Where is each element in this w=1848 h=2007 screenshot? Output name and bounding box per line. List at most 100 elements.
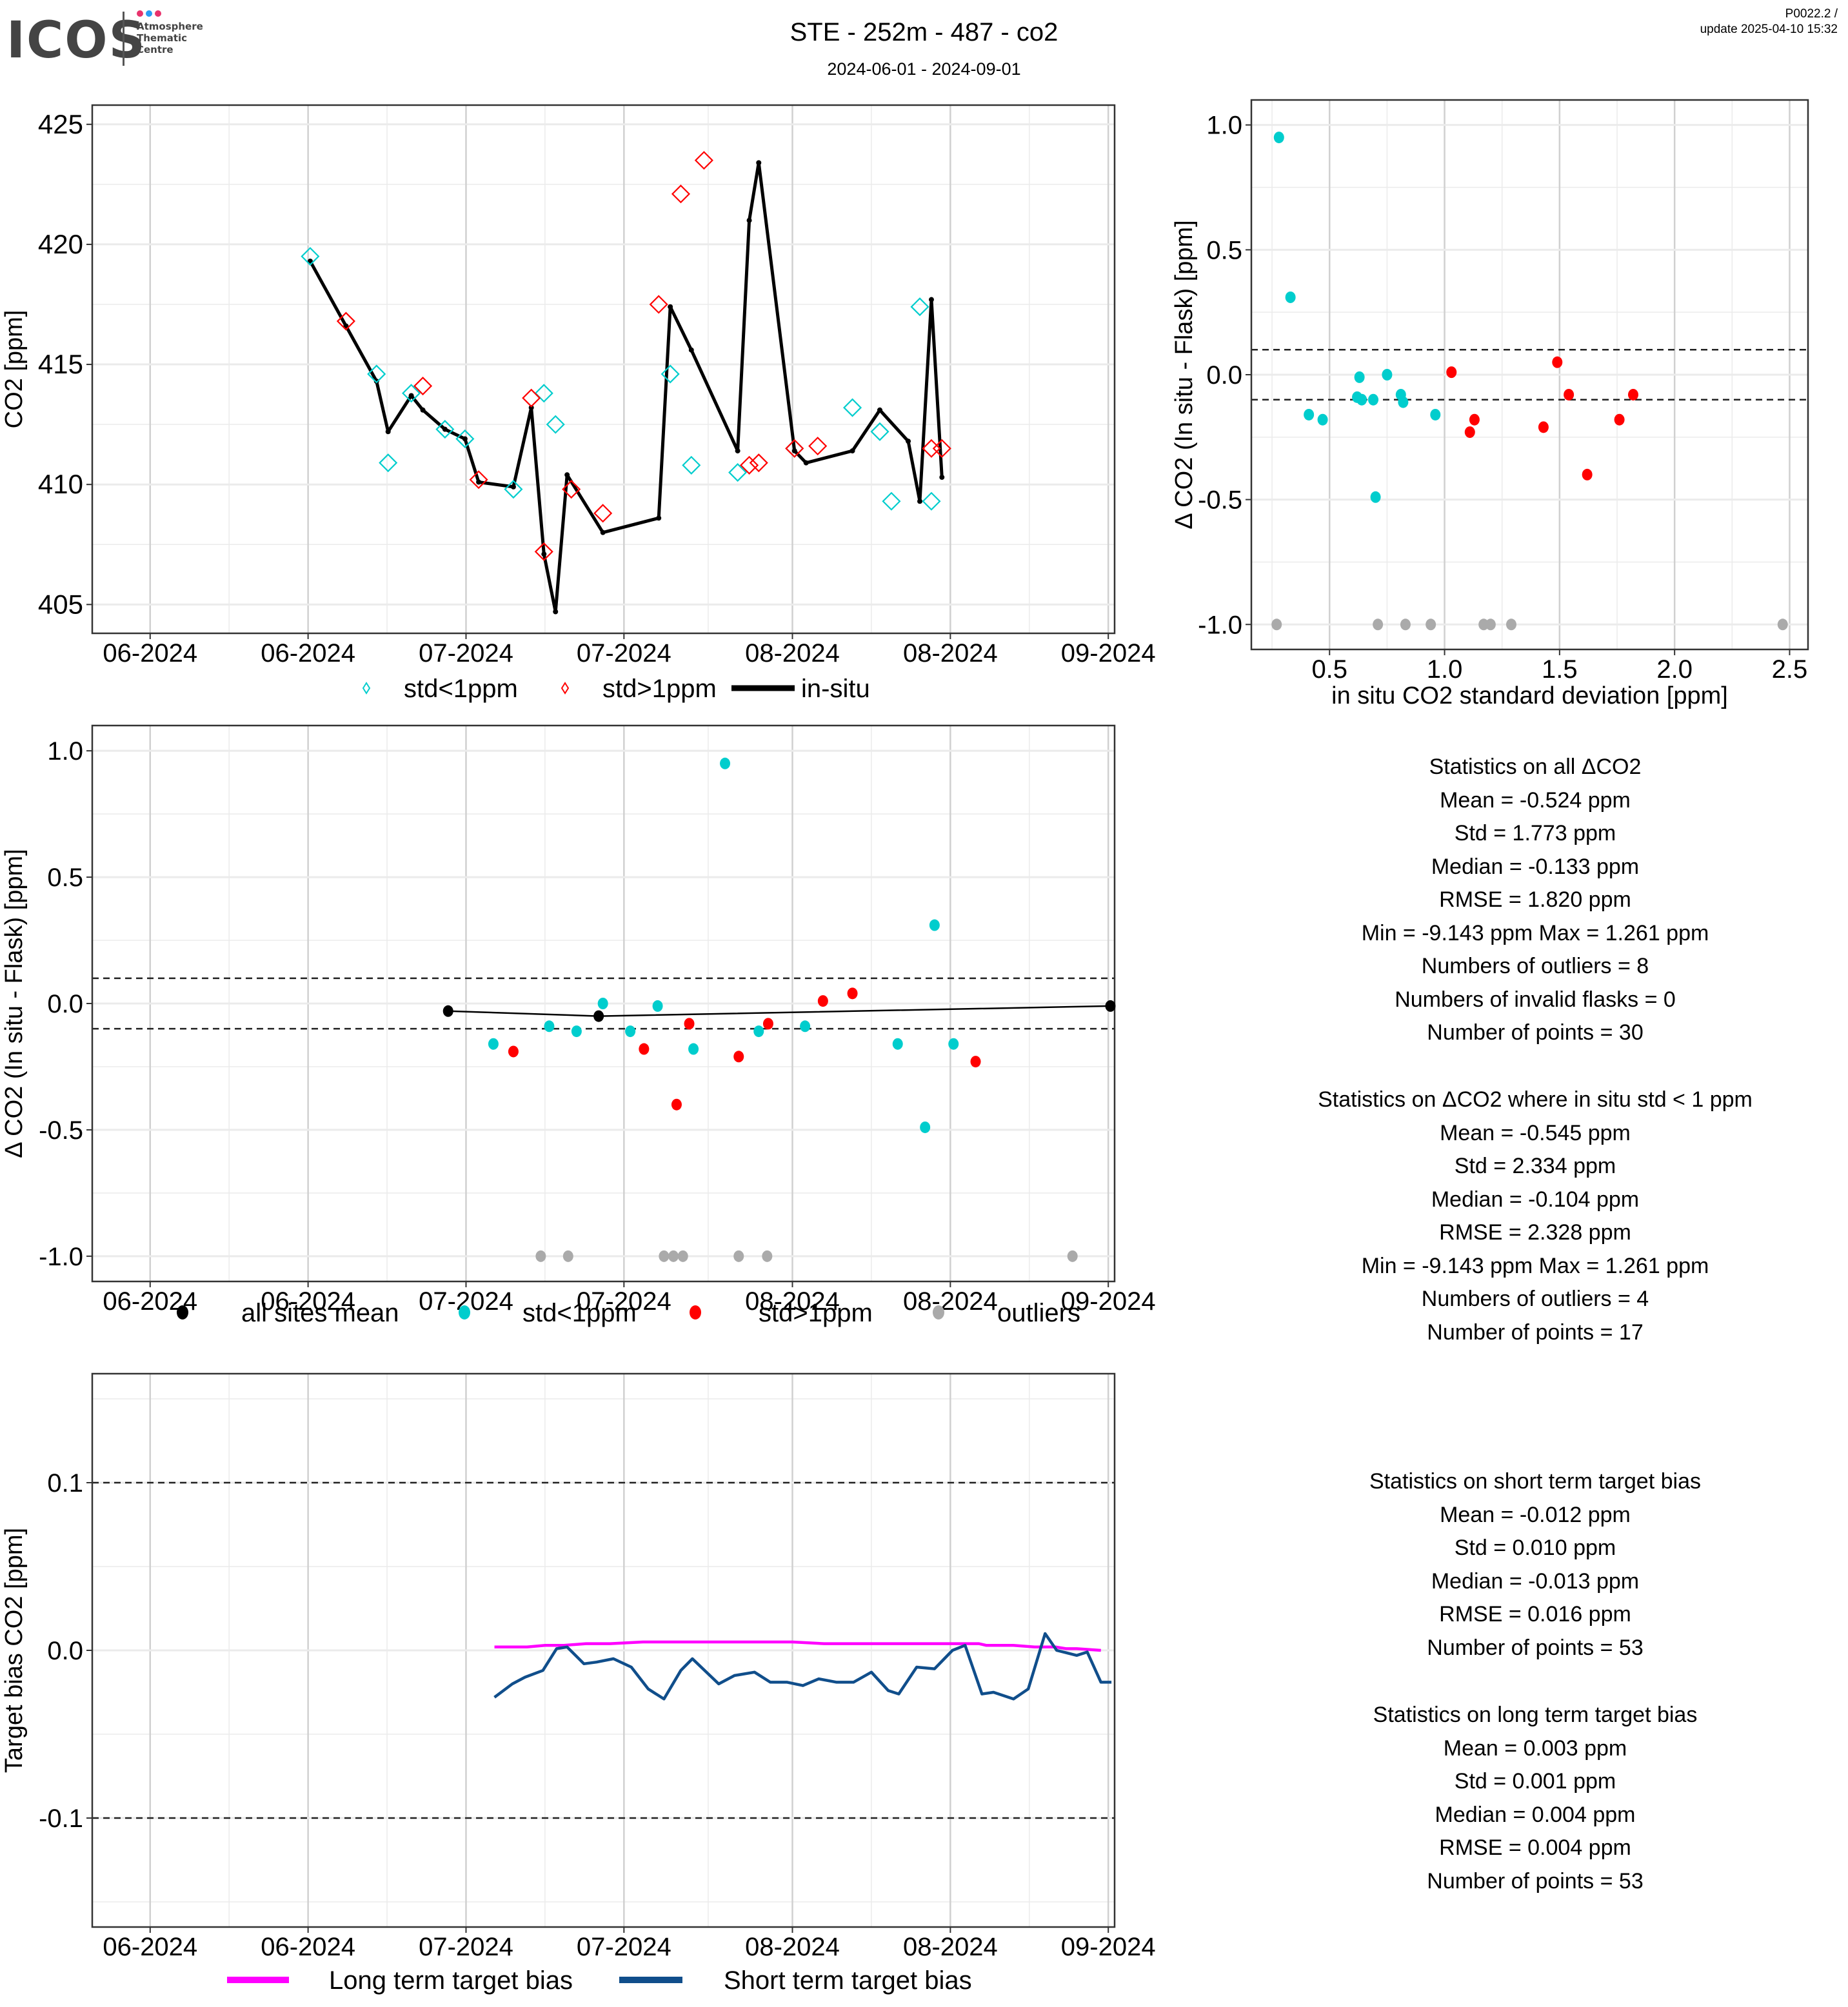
- flask-point-std-lt-1: [842, 398, 862, 417]
- update-timestamp: update 2025-04-10 15:32: [1700, 23, 1838, 36]
- legend-dot-icon: [177, 1305, 188, 1320]
- scatter-point-outliers: [1271, 618, 1282, 631]
- insitu-point: [877, 407, 882, 413]
- x-tick-label: 09-2024: [1061, 1287, 1156, 1316]
- y-tick-label: -0.1: [39, 1804, 83, 1833]
- legend-dot-icon: [459, 1305, 470, 1320]
- stats-heading: Statistics on short term target bias: [1369, 1469, 1701, 1494]
- scatter-point-std-1ppm: [1368, 393, 1379, 406]
- flask-point-std-lt-1: [661, 364, 680, 384]
- flask-point-std-lt-1: [922, 491, 941, 511]
- logo-subtitle-line: Centre: [137, 44, 174, 55]
- scatter-point-all-sites-mean: [1105, 1000, 1116, 1012]
- scatter-point-std-1ppm: [920, 1121, 931, 1133]
- target-bias-chart: 06-2024 06-2024 07-2024 07-2024 08-2024 08-20…: [1, 1372, 1156, 1995]
- insitu-point: [541, 551, 547, 557]
- scatter-point-outliers: [1400, 618, 1411, 631]
- x-tick-label: 09-2024: [1061, 639, 1156, 667]
- icos-logo: ICOS: [6, 12, 146, 70]
- flask-point-std-lt-1: [910, 297, 929, 317]
- plot-border: [1250, 99, 1809, 651]
- y-tick-label: 0.5: [1206, 236, 1242, 264]
- date-range: 2024-06-01 - 2024-09-01: [827, 59, 1021, 79]
- flask-point-std-gt-1: [534, 542, 553, 561]
- stats-heading: Statistics on long term target bias: [1373, 1703, 1698, 1727]
- y-tick-label: 1.0: [1206, 112, 1242, 140]
- legend-label: std<1ppm: [522, 1299, 637, 1327]
- scatter-point-outliers: [659, 1250, 670, 1262]
- y-axis-label: Δ CO2 (In situ - Flask) [ppm]: [1171, 220, 1198, 529]
- x-tick-label: 2.0: [1656, 655, 1693, 684]
- y-tick-label: 425: [38, 109, 83, 139]
- scatter-point-std-1ppm: [800, 1020, 811, 1033]
- y-tick-label: 410: [38, 469, 83, 499]
- y-tick-label: 1.0: [47, 737, 83, 766]
- insitu-point: [462, 436, 468, 442]
- stats-heading: Statistics on all ΔCO2: [1429, 755, 1642, 779]
- flask-point-std-gt-1: [522, 388, 541, 408]
- stats-line: RMSE = 0.004 ppm: [1439, 1835, 1631, 1860]
- stats-line: Std = 0.001 ppm: [1454, 1769, 1616, 1794]
- insitu-point: [420, 407, 426, 413]
- scatter-point-std-1ppm: [1582, 468, 1593, 480]
- y-tick-label: 420: [38, 229, 83, 259]
- insitu-point: [600, 529, 606, 535]
- x-tick-label: 08-2024: [745, 639, 840, 667]
- scatter-point-std-1ppm: [1430, 408, 1441, 420]
- stats-line: Mean = -0.524 ppm: [1440, 787, 1631, 813]
- logo-subtitle: Atmosphere Thematic Centre: [137, 21, 203, 55]
- flask-point-std-lt-1: [546, 415, 565, 434]
- flask-point-std-lt-1: [504, 480, 523, 499]
- stats-heading: Statistics on ΔCO2 where in situ std < 1…: [1318, 1087, 1753, 1112]
- stats-line: Median = 0.004 ppm: [1435, 1802, 1636, 1827]
- stats-line: Median = -0.104 ppm: [1431, 1187, 1640, 1212]
- stats-line: Number of points = 17: [1427, 1320, 1644, 1345]
- scatter-point-std-1ppm: [1382, 369, 1393, 381]
- logo-divider: [123, 12, 124, 66]
- scatter-point-std-1ppm: [970, 1056, 981, 1068]
- stats-line: Median = -0.013 ppm: [1431, 1568, 1640, 1594]
- y-tick-label: 415: [38, 349, 83, 379]
- flask-point-std-lt-1: [435, 420, 455, 439]
- x-tick-label: 07-2024: [577, 1287, 671, 1316]
- delta-timeseries-chart: 06-2024 06-2024 07-2024 07-2024 08-2024 08-20…: [1, 724, 1156, 1327]
- scatter-point-std-1ppm: [753, 1025, 764, 1038]
- flask-point-std-lt-1: [367, 364, 386, 384]
- x-tick-label: 06-2024: [261, 639, 355, 667]
- flask-point-std-gt-1: [808, 437, 828, 456]
- y-tick-label: 0.0: [47, 990, 83, 1018]
- insitu-point: [528, 405, 534, 411]
- scatter-point-std-1ppm: [1464, 426, 1475, 439]
- stats-all-delta: Statistics on all ΔCO2 Mean = -0.524 ppm…: [1264, 751, 1806, 1050]
- flask-point-std-gt-1: [469, 470, 488, 489]
- insitu-point: [849, 448, 855, 454]
- logo-subtitle-line: Thematic: [137, 32, 188, 44]
- legend-label: std>1ppm: [602, 675, 717, 703]
- legend-diamond-icon: [561, 682, 570, 695]
- scatter-point-std-1ppm: [1564, 388, 1575, 400]
- insitu-point: [476, 479, 482, 485]
- insitu-point: [442, 426, 448, 432]
- legend-label: std<1ppm: [404, 675, 518, 703]
- x-tick-label: 06-2024: [261, 1933, 355, 1961]
- flask-point-std-gt-1: [593, 504, 613, 523]
- scatter-point-outliers: [1485, 618, 1496, 631]
- flask-point-std-lt-1: [534, 384, 553, 403]
- y-tick-label: -0.5: [39, 1116, 83, 1145]
- x-tick-label: 06-2024: [103, 1933, 197, 1961]
- scatter-point-std-1ppm: [488, 1038, 499, 1050]
- scatter-point-std-1ppm: [720, 757, 731, 769]
- scatter-point-std-1ppm: [1273, 132, 1284, 144]
- stats-line: Min = -9.143 ppm Max = 1.261 ppm: [1361, 920, 1709, 945]
- scatter-point-outliers: [733, 1250, 744, 1262]
- x-tick-label: 08-2024: [745, 1287, 840, 1316]
- stats-short-term-bias: Statistics on short term target bias Mea…: [1264, 1465, 1806, 1665]
- page-title: STE - 252m - 487 - co2: [790, 18, 1058, 46]
- scatter-point-std-1ppm: [1398, 396, 1409, 408]
- stats-line: Std = 0.010 ppm: [1454, 1536, 1616, 1560]
- x-tick-label: 08-2024: [745, 1933, 840, 1961]
- insitu-point: [385, 429, 391, 435]
- legend-label: Short term target bias: [724, 1966, 972, 1995]
- scatter-point-std-1ppm: [948, 1038, 959, 1050]
- insitu-point: [564, 472, 570, 478]
